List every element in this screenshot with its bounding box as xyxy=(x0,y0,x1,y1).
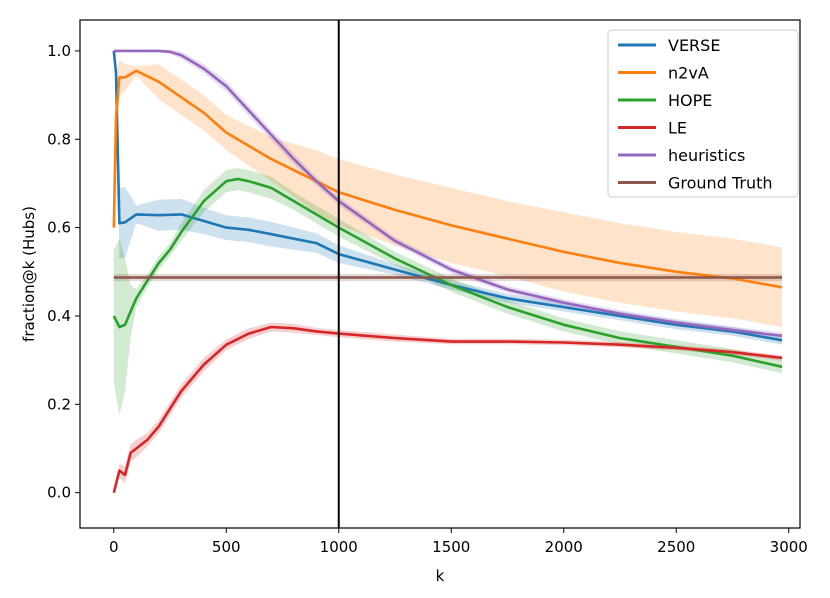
y-axis-label: fraction@k (Hubs) xyxy=(20,206,38,342)
line-le xyxy=(112,325,783,494)
series-lines xyxy=(112,49,783,494)
y-tick-label: 0.2 xyxy=(47,395,71,413)
y-tick-label: 0.8 xyxy=(47,130,71,148)
legend-label-n2va: n2vA xyxy=(668,64,709,83)
x-axis-ticks: 0 500 1000 1500 2000 2500 3000 xyxy=(109,528,808,556)
legend-label-le: LE xyxy=(668,119,687,138)
x-tick-label: 500 xyxy=(212,538,241,556)
x-axis-label: k xyxy=(436,567,445,585)
line-n2va xyxy=(112,69,783,289)
legend-label-verse: VERSE xyxy=(668,36,720,55)
band-n2va xyxy=(113,59,783,328)
legend-label-hope: HOPE xyxy=(668,91,712,110)
x-tick-label: 1500 xyxy=(432,538,470,556)
line-heuristics xyxy=(113,49,783,338)
legend-label-heuristics: heuristics xyxy=(668,146,745,165)
legend: VERSE n2vA HOPE LE heuristics Ground Truth xyxy=(607,29,799,198)
line-hope xyxy=(112,177,783,369)
legend-label-ground-truth: Ground Truth xyxy=(668,174,773,193)
x-tick-label: 0 xyxy=(109,538,119,556)
x-tick-label: 2500 xyxy=(657,538,695,556)
x-tick-label: 3000 xyxy=(770,538,808,556)
line-verse xyxy=(112,50,783,342)
y-tick-label: 0.6 xyxy=(47,219,71,237)
x-tick-label: 1000 xyxy=(320,538,358,556)
y-tick-label: 0.4 xyxy=(47,307,71,325)
band-verse xyxy=(113,50,783,345)
y-tick-label: 1.0 xyxy=(47,42,71,60)
x-tick-label: 2000 xyxy=(545,538,583,556)
y-axis-ticks: 0.0 0.2 0.4 0.6 0.8 1.0 xyxy=(47,42,80,502)
legend-box xyxy=(607,29,799,198)
y-tick-label: 0.0 xyxy=(47,484,71,502)
plot-area-frame xyxy=(79,19,801,529)
